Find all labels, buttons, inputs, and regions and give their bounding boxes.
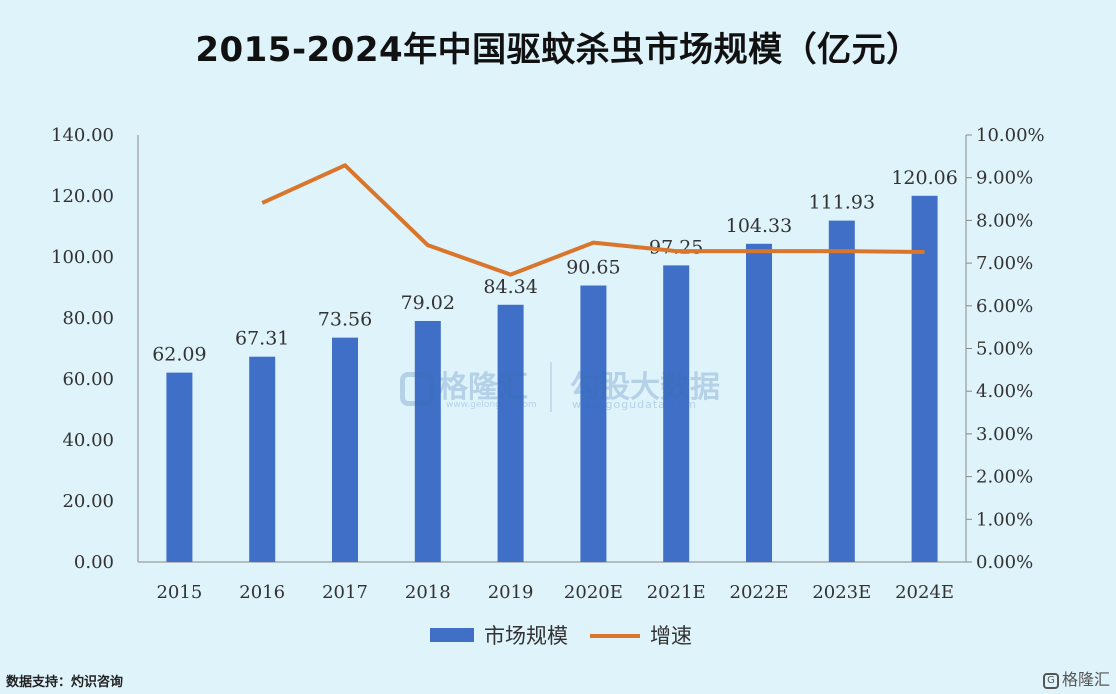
left-axis: 0.00 20.00 40.00 60.00 80.00 100.00 120.00 140.… <box>51 125 114 573</box>
x-tick-label: 2015 <box>156 582 202 603</box>
legend-swatch-bar <box>430 628 474 642</box>
legend-label-bar: 市场规模 <box>484 624 568 648</box>
x-tick-label: 2020E <box>564 582 623 603</box>
watermark: 格隆汇 www.gelonghui.com 勾股大数据 www.gogudata… <box>400 362 720 414</box>
watermark-left-text: 格隆汇 <box>438 370 528 405</box>
bar-data-label: 120.06 <box>891 167 957 189</box>
right-tick-label: 4.00% <box>976 381 1033 402</box>
left-tick-label: 60.00 <box>62 369 114 390</box>
bar-data-label: 104.33 <box>726 215 792 237</box>
bar-data-label: 111.93 <box>809 192 875 214</box>
watermark-right-brand: 勾股大数据 <box>570 370 720 405</box>
left-tick-label: 120.00 <box>51 186 114 207</box>
bar-data-label: 79.02 <box>401 292 455 314</box>
legend-label-line: 增速 <box>650 624 692 648</box>
left-tick-label: 140.00 <box>51 125 114 146</box>
g-logo-icon: G <box>1042 672 1059 689</box>
right-tick-label: 2.00% <box>976 467 1033 488</box>
x-tick-label: 2019 <box>488 582 534 603</box>
right-tick-label: 0.00% <box>976 552 1033 573</box>
corner-logo-text: 格隆汇 <box>1061 670 1110 689</box>
bar <box>663 265 690 562</box>
right-tick-label: 10.00% <box>976 125 1045 146</box>
bar <box>249 356 276 562</box>
bar <box>497 304 524 562</box>
right-tick-label: 1.00% <box>976 509 1033 530</box>
chart-title: 2015-2024年中国驱蚊杀虫市场规模（亿元） <box>195 30 921 70</box>
watermark-left-brand: 格隆汇 <box>400 362 528 406</box>
bar-data-label: 84.34 <box>483 276 537 298</box>
left-tick-label: 0.00 <box>74 552 114 573</box>
x-tick-label: 2018 <box>405 582 451 603</box>
x-tick-label: 2023E <box>812 582 871 603</box>
x-tick-label: 2017 <box>322 582 368 603</box>
bar-series <box>166 195 938 562</box>
bar <box>332 337 358 562</box>
left-tick-label: 80.00 <box>62 308 114 329</box>
bar <box>911 195 938 562</box>
left-tick-label: 100.00 <box>51 247 114 268</box>
right-tick-label: 8.00% <box>976 210 1033 231</box>
g-logo-icon <box>400 371 434 406</box>
bar <box>828 220 855 562</box>
x-axis: 2015 2016 2017 2018 2019 2020E 2021E 2022E 2023E… <box>156 582 954 603</box>
watermark-left-url: www.gelonghui.com <box>446 400 537 410</box>
left-tick-label: 20.00 <box>62 491 114 512</box>
bar <box>580 285 607 562</box>
bar <box>166 372 193 562</box>
bar-data-label: 90.65 <box>566 257 620 279</box>
bar <box>414 320 441 562</box>
right-tick-label: 3.00% <box>976 424 1033 445</box>
x-tick-label: 2016 <box>239 582 285 603</box>
right-tick-label: 9.00% <box>976 168 1033 189</box>
growth-line <box>261 163 925 277</box>
right-axis: 0.00% 1.00% 2.00% 3.00% 4.00% 5.00% 6.00% 7.00%… <box>966 125 1045 573</box>
right-tick-label: 5.00% <box>976 339 1033 360</box>
corner-logo: G 格隆汇 <box>1042 666 1110 690</box>
x-tick-label: 2024E <box>895 582 954 603</box>
right-tick-label: 6.00% <box>976 296 1033 317</box>
bar-data-labels: 62.0967.3173.5679.0284.3490.6597.25104.3… <box>152 167 958 366</box>
bar-data-label: 67.31 <box>235 328 289 350</box>
left-tick-label: 40.00 <box>62 430 114 451</box>
legend: 市场规模 增速 <box>430 624 692 648</box>
right-tick-label: 7.00% <box>976 253 1033 274</box>
watermark-divider <box>550 362 552 412</box>
bar <box>746 243 772 562</box>
line-series <box>261 163 925 277</box>
x-tick-label: 2022E <box>730 582 789 603</box>
bar-data-label: 62.09 <box>152 344 206 366</box>
watermark-right-url: www.gogudata.com <box>572 398 697 411</box>
x-tick-label: 2021E <box>647 582 706 603</box>
bar-data-label: 73.56 <box>318 309 372 331</box>
source-note: 数据支持：灼识咨询 <box>6 675 124 690</box>
